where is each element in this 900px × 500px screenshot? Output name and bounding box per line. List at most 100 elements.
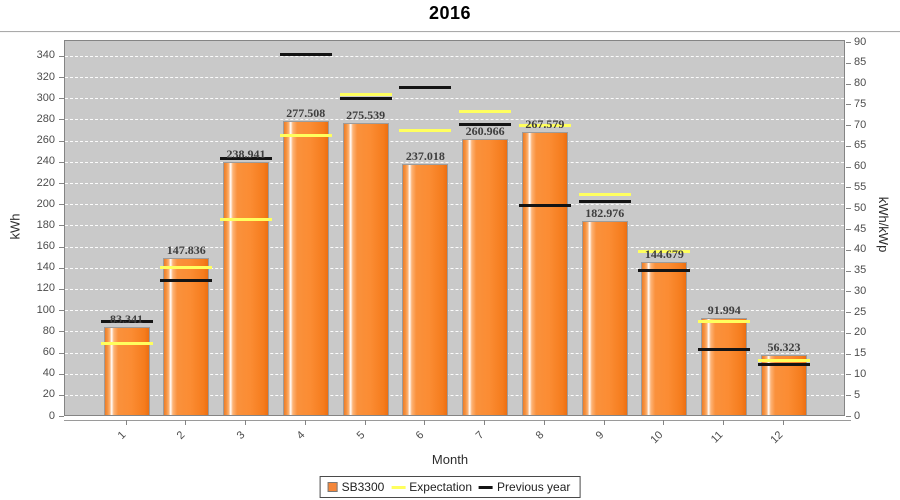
y-axis-label: kWh — [7, 213, 23, 240]
bar-value-label-month-7: 260.966 — [465, 123, 505, 138]
y-axis-tick-label: 100 — [36, 303, 55, 316]
bar-value-label-month-12: 56.323 — [767, 340, 801, 355]
y-axis-tick-label: 80 — [42, 324, 55, 337]
bar-value-label-month-8: 267.579 — [525, 116, 565, 131]
bar-month-11 — [701, 317, 748, 415]
y2-axis-tick-label: 80 — [854, 77, 867, 90]
y-axis-tick — [59, 225, 64, 227]
x-axis-tick-label: 4 — [294, 429, 308, 442]
previous-year-line-month-2 — [160, 279, 213, 283]
gridline — [65, 373, 844, 375]
bar-month-3 — [223, 161, 269, 415]
y-axis-tick — [59, 352, 64, 354]
bar-month-7 — [462, 138, 509, 415]
expectation-line-month-6 — [399, 129, 452, 132]
x-axis-tick-label: 2 — [174, 429, 188, 442]
legend-item-sb3300: SB3300 — [327, 480, 385, 494]
x-axis-tick — [484, 420, 486, 425]
y2-axis-tick — [846, 312, 851, 314]
bar-value-label-month-2: 147.836 — [166, 243, 206, 258]
legend: SB3300 Expectation Previous year — [319, 476, 581, 498]
y-axis-tick — [59, 77, 64, 79]
y-axis-tick-label: 200 — [36, 197, 55, 210]
y-axis-tick — [59, 373, 64, 375]
y2-axis-tick-label: 45 — [854, 222, 867, 235]
y2-axis-tick — [846, 416, 851, 417]
y2-axis-tick-label: 30 — [854, 284, 867, 297]
x-axis-tick — [424, 420, 426, 425]
bar-value-label-month-4: 277.508 — [286, 106, 326, 121]
y2-axis-tick-label: 25 — [854, 305, 867, 318]
y-axis-tick — [59, 310, 64, 312]
previous-year-line-month-5 — [339, 97, 392, 101]
gridline — [65, 77, 844, 79]
y-axis-tick — [59, 394, 64, 396]
x-axis-tick-label: 10 — [648, 429, 666, 447]
y-axis-tick — [59, 246, 64, 248]
legend-label-previous-year: Previous year — [497, 480, 571, 494]
x-axis-tick — [723, 420, 725, 425]
x-axis-tick — [364, 420, 366, 425]
x-axis-label: Month — [431, 452, 469, 467]
gridline — [65, 98, 844, 100]
y-axis-tick-label: 320 — [36, 70, 55, 83]
expectation-line-month-1 — [100, 341, 153, 345]
y-axis-tick-label: 140 — [36, 261, 55, 274]
y2-axis-tick — [846, 270, 851, 272]
bar-swatch-icon — [327, 482, 338, 492]
bar-month-1 — [103, 326, 150, 415]
previous-year-line-icon — [479, 485, 494, 489]
gridline — [65, 352, 844, 354]
previous-year-line-month-11 — [698, 348, 751, 352]
bar-value-label-month-11: 91.994 — [707, 302, 741, 317]
y2-axis-tick — [846, 229, 851, 230]
gridline — [65, 55, 844, 57]
expectation-line-icon — [391, 485, 406, 489]
y2-axis-tick — [846, 166, 851, 168]
y2-axis-tick — [846, 332, 851, 334]
y-axis-tick-label: 340 — [36, 49, 55, 62]
x-axis-line — [64, 420, 851, 421]
legend-label-sb3300: SB3300 — [341, 480, 385, 494]
y2-axis-tick-label: 60 — [854, 160, 867, 173]
previous-year-line-month-7 — [459, 122, 512, 126]
gridline — [65, 331, 844, 333]
bar-value-label-month-10: 144.679 — [644, 246, 684, 261]
x-axis-tick-label: 9 — [593, 429, 607, 442]
y-axis-tick — [59, 331, 64, 333]
bar-value-label-month-5: 275.539 — [346, 108, 386, 123]
y2-axis-tick-label: 15 — [854, 347, 867, 360]
expectation-line-month-8 — [518, 123, 571, 127]
y2-axis-tick-label: 65 — [854, 139, 867, 152]
y2-axis-tick-label: 0 — [854, 409, 861, 422]
y-axis-tick-label: 0 — [48, 409, 55, 422]
previous-year-line-month-1 — [100, 319, 153, 323]
bar-month-6 — [402, 164, 449, 415]
x-axis-tick-label: 12 — [768, 429, 786, 447]
bar-value-label-month-1: 83.341 — [110, 311, 143, 326]
y-axis-tick-label: 120 — [36, 282, 55, 295]
y-axis-tick — [59, 119, 64, 121]
y-axis-tick — [59, 267, 64, 269]
previous-year-line-month-3 — [220, 156, 272, 160]
expectation-line-month-9 — [578, 192, 631, 196]
x-axis-tick — [603, 420, 605, 425]
expectation-line-month-2 — [160, 265, 213, 269]
y-axis-tick-label: 220 — [36, 176, 55, 189]
x-axis-tick-label: 1 — [115, 429, 128, 442]
bar-month-2 — [163, 258, 210, 415]
x-axis-tick — [125, 420, 127, 425]
y2-axis-tick-label: 35 — [854, 264, 867, 277]
x-axis-tick — [543, 420, 545, 425]
bar-month-10 — [641, 261, 688, 415]
y-axis-tick — [59, 416, 64, 417]
y2-axis-tick — [846, 249, 851, 251]
y-axis-tick — [59, 98, 64, 100]
legend-item-expectation: Expectation — [391, 480, 472, 494]
previous-year-line-month-12 — [758, 363, 810, 366]
y2-axis-tick — [846, 374, 851, 376]
y2-axis-tick — [846, 291, 851, 293]
expectation-line-month-7 — [459, 109, 512, 113]
y2-axis-tick — [846, 42, 851, 43]
y-axis-tick-label: 40 — [42, 367, 55, 380]
